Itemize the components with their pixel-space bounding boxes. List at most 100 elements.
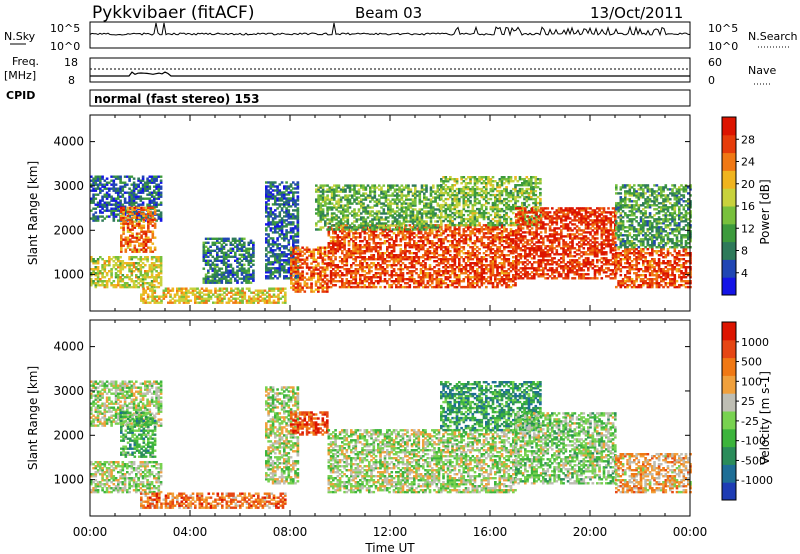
data-cell <box>414 218 417 221</box>
data-cell <box>243 291 247 294</box>
data-cell <box>344 184 347 187</box>
data-cell <box>114 284 118 287</box>
data-cell <box>368 228 371 231</box>
data-cell <box>494 254 497 257</box>
data-cell <box>321 190 325 193</box>
data-cell <box>407 186 410 189</box>
data-cell <box>404 236 407 239</box>
data-cell <box>117 207 120 210</box>
data-cell <box>119 264 122 267</box>
data-cell <box>292 241 295 244</box>
data-cell <box>283 187 286 190</box>
data-cell <box>352 285 355 289</box>
data-cell <box>139 270 143 273</box>
data-cell <box>458 266 461 269</box>
data-cell <box>485 224 488 227</box>
data-cell <box>428 242 432 245</box>
data-cell <box>446 272 450 275</box>
data-cell <box>489 240 493 243</box>
data-cell <box>294 245 297 248</box>
data-cell <box>449 207 452 211</box>
data-cell <box>338 266 342 269</box>
data-cell <box>269 247 273 250</box>
data-cell <box>326 218 329 221</box>
data-cell <box>120 234 123 237</box>
data-cell <box>422 276 425 279</box>
data-cell <box>487 270 490 273</box>
data-cell <box>391 208 395 211</box>
data-cell <box>202 267 206 270</box>
data-cell <box>336 264 340 267</box>
data-cell <box>392 232 396 235</box>
data-cell <box>473 244 477 247</box>
data-cell <box>359 232 362 235</box>
data-cell <box>422 240 425 243</box>
data-cell <box>489 278 493 281</box>
data-cell <box>144 183 147 186</box>
data-cell <box>238 239 242 242</box>
data-cell <box>285 235 288 238</box>
data-cell <box>245 273 248 276</box>
data-cell <box>478 272 481 275</box>
data-cell <box>505 230 508 233</box>
data-cell <box>413 280 416 283</box>
data-cell <box>396 204 399 207</box>
data-cell <box>360 216 363 219</box>
data-cell <box>132 203 136 206</box>
data-cell <box>204 249 208 252</box>
data-cell <box>269 223 273 226</box>
data-cell <box>464 270 468 273</box>
data-cell <box>512 256 515 259</box>
data-cell <box>427 212 431 215</box>
data-cell <box>370 256 373 259</box>
data-cell <box>323 254 327 257</box>
data-cell <box>451 178 454 181</box>
data-cell <box>370 278 373 281</box>
data-cell <box>338 248 342 251</box>
data-cell <box>265 259 268 262</box>
data-cell <box>296 187 300 190</box>
data-cell <box>294 264 298 267</box>
data-cell <box>319 212 323 215</box>
data-cell <box>389 206 392 209</box>
data-cell <box>209 281 212 284</box>
data-cell <box>507 238 511 241</box>
data-cell <box>395 240 398 243</box>
data-cell <box>329 246 333 249</box>
data-cell <box>153 218 157 221</box>
data-cell <box>458 238 461 241</box>
data-cell <box>101 205 104 208</box>
data-cell <box>377 262 380 265</box>
data-cell <box>148 268 152 271</box>
data-cell <box>405 198 408 201</box>
data-cell <box>155 274 158 277</box>
data-cell <box>409 226 413 229</box>
data-cell <box>278 257 282 260</box>
data-cell <box>464 240 468 243</box>
data-cell <box>124 242 128 245</box>
data-cell <box>99 175 102 178</box>
data-cell <box>467 270 470 273</box>
data-cell <box>408 266 412 269</box>
data-cell <box>265 215 268 218</box>
data-cell <box>252 243 255 246</box>
data-cell <box>425 190 428 193</box>
data-cell <box>321 266 325 269</box>
data-cell <box>498 254 502 257</box>
data-cell <box>371 214 374 217</box>
data-cell <box>117 191 120 194</box>
data-cell <box>194 287 197 290</box>
data-cell <box>363 258 367 261</box>
data-cell <box>265 227 268 230</box>
data-cell <box>512 260 515 263</box>
data-cell <box>413 266 416 269</box>
data-cell <box>317 186 320 189</box>
data-cell <box>153 295 157 298</box>
data-cell <box>198 301 202 304</box>
data-cell <box>369 226 372 229</box>
data-cell <box>408 236 412 239</box>
data-cell <box>90 282 93 285</box>
nsky-tick-bottom: 10^0 <box>50 40 80 53</box>
data-cell <box>205 299 208 302</box>
data-cell <box>377 236 380 239</box>
